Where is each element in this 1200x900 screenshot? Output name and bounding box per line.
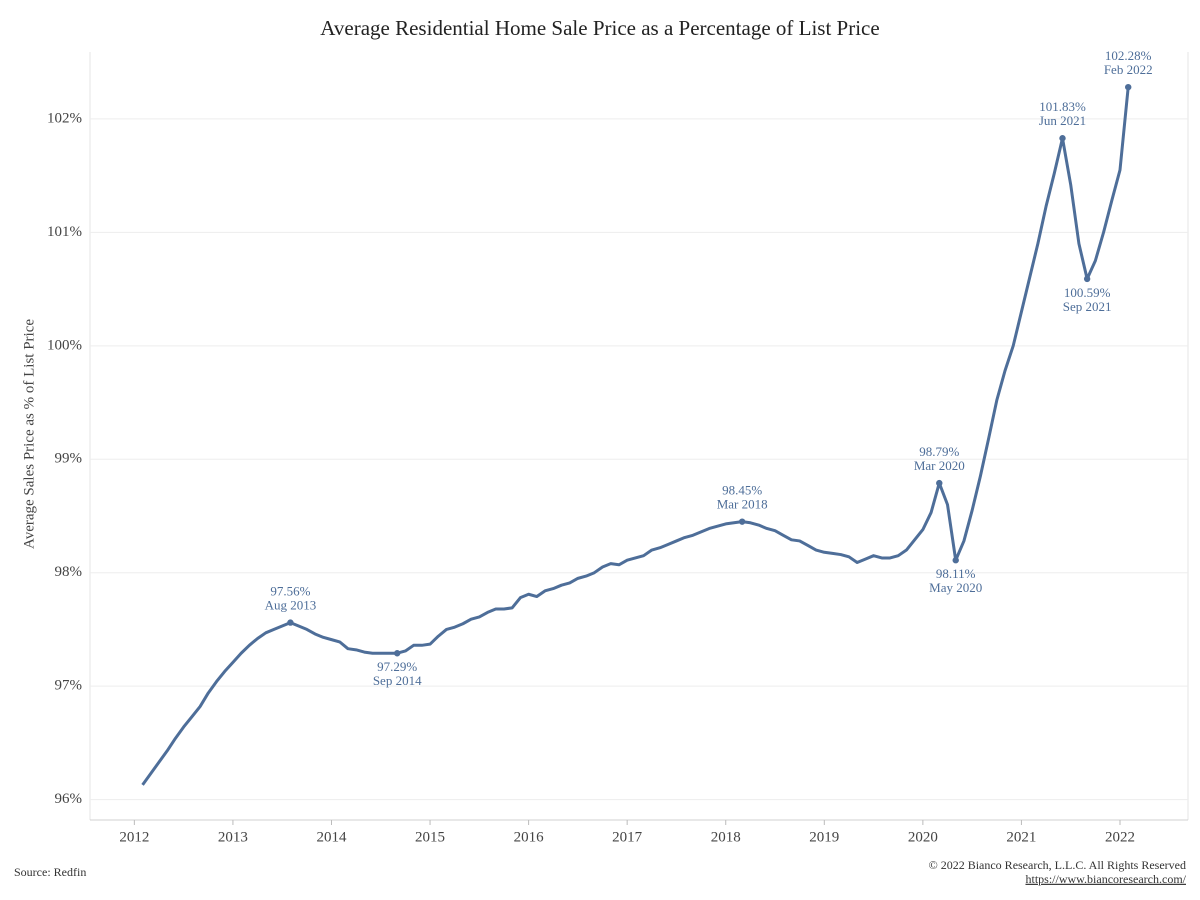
x-tick-label: 2019 <box>809 829 839 845</box>
x-tick-label: 2017 <box>612 829 643 845</box>
y-tick-label: 102% <box>47 110 82 126</box>
annotation-date: Sep 2021 <box>1063 299 1112 314</box>
y-axis-label: Average Sales Price as % of List Price <box>21 319 37 549</box>
y-tick-label: 100% <box>47 337 82 353</box>
annotated-point <box>1059 135 1066 142</box>
annotation-date: Feb 2022 <box>1104 62 1153 77</box>
annotated-point <box>287 619 294 626</box>
x-tick-label: 2012 <box>119 829 149 845</box>
data-line <box>141 87 1130 786</box>
annotated-point <box>1083 275 1091 283</box>
y-tick-label: 99% <box>55 451 83 467</box>
annotation-date: Jun 2021 <box>1039 113 1086 128</box>
copyright: © 2022 Bianco Research, L.L.C. All Right… <box>929 858 1186 872</box>
chart-title: Average Residential Home Sale Price as a… <box>320 16 879 40</box>
y-tick-label: 98% <box>55 564 83 580</box>
annotated-point <box>1125 83 1132 91</box>
annotation-value: 97.29% <box>377 659 417 674</box>
y-tick-label: 96% <box>55 791 83 807</box>
x-tick-label: 2015 <box>415 829 445 845</box>
x-tick-label: 2018 <box>711 829 741 845</box>
annotation-date: Mar 2018 <box>717 497 768 512</box>
x-tick-label: 2022 <box>1105 829 1135 845</box>
annotated-point <box>393 650 401 657</box>
annotation-date: Mar 2020 <box>914 458 965 473</box>
x-tick-label: 2021 <box>1006 829 1036 845</box>
x-tick-label: 2014 <box>316 829 347 845</box>
x-tick-label: 2020 <box>908 829 938 845</box>
source-note: Source: Redfin <box>14 865 86 879</box>
annotation-value: 100.59% <box>1064 285 1111 300</box>
website-url[interactable]: https://www.biancoresearch.com/ <box>1025 872 1186 886</box>
annotation-value: 97.56% <box>270 584 310 599</box>
x-tick-label: 2013 <box>218 829 248 845</box>
annotation-value: 98.11% <box>936 566 976 581</box>
annotation-value: 101.83% <box>1039 99 1086 114</box>
x-tick-label: 2016 <box>514 829 545 845</box>
annotated-point <box>936 479 943 487</box>
y-tick-label: 97% <box>55 678 83 694</box>
annotation-date: May 2020 <box>929 580 982 595</box>
annotated-point <box>952 557 959 564</box>
annotation-date: Aug 2013 <box>265 598 317 613</box>
annotation-value: 98.45% <box>722 483 762 498</box>
annotation-value: 102.28% <box>1105 48 1152 63</box>
annotated-point <box>738 518 746 525</box>
annotation-value: 98.79% <box>919 444 959 459</box>
annotation-date: Sep 2014 <box>373 673 422 688</box>
y-tick-label: 101% <box>47 224 82 240</box>
website-link[interactable]: https://www.biancoresearch.com/ <box>1025 872 1186 886</box>
